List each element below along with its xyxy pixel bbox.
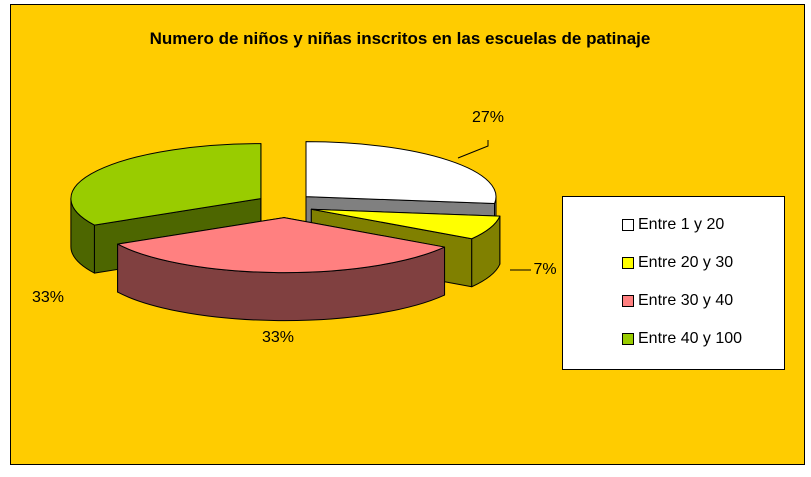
legend-label: Entre 1 y 20 <box>638 216 724 233</box>
data-label: 33% <box>32 289 64 306</box>
leader-line <box>457 140 489 159</box>
legend-label: Entre 40 y 100 <box>638 330 742 347</box>
slice-top <box>70 143 262 226</box>
legend-swatch <box>622 219 634 231</box>
legend-swatch <box>622 333 634 345</box>
data-label: 7% <box>533 261 556 278</box>
slice <box>117 217 446 322</box>
legend-label: Entre 20 y 30 <box>638 254 733 271</box>
legend-label: Entre 30 y 40 <box>638 292 733 309</box>
slice-top <box>310 208 501 240</box>
slice-top <box>117 217 446 274</box>
slice-top <box>305 141 497 205</box>
legend-swatch <box>622 257 634 269</box>
pie <box>70 141 501 322</box>
chart-title: Numero de niños y niñas inscritos en las… <box>149 29 651 48</box>
data-label: 27% <box>472 109 504 126</box>
legend <box>562 196 785 370</box>
legend-swatch <box>622 295 634 307</box>
data-label: 33% <box>262 329 294 346</box>
